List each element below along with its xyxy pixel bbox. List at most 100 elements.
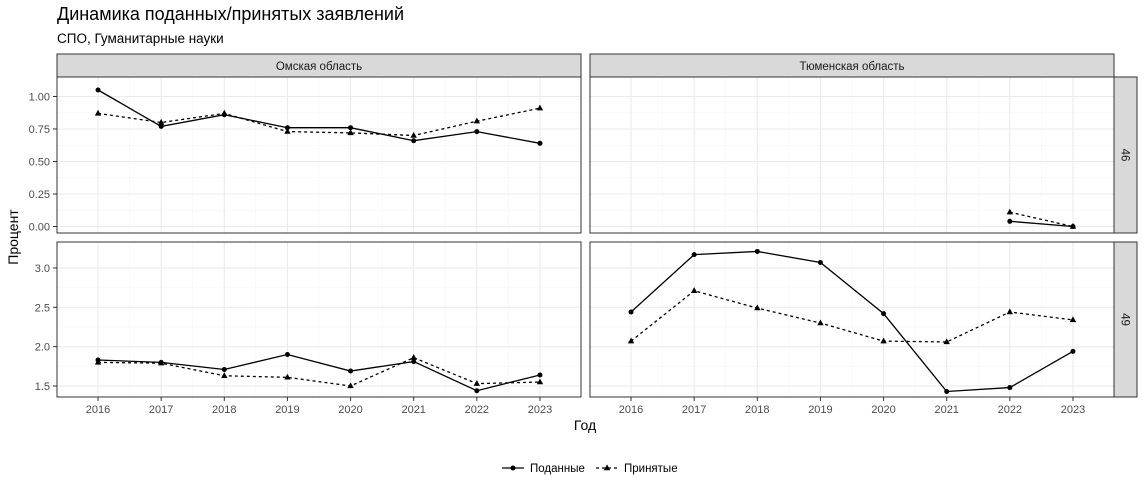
data-point-accepted: [347, 129, 354, 136]
x-tick-label: 2018: [745, 404, 769, 416]
data-point-accepted: [410, 131, 417, 138]
data-point-submitted: [691, 252, 697, 258]
data-point-accepted: [817, 319, 824, 326]
data-point-submitted: [1007, 218, 1013, 224]
x-tick-label: 2023: [528, 404, 552, 416]
x-tick-label: 2016: [619, 404, 643, 416]
data-point-accepted: [157, 118, 165, 125]
data-point-accepted: [473, 117, 481, 124]
data-point-submitted: [628, 309, 634, 315]
chart-subtitle: СПО, Гуманитарные науки: [57, 31, 224, 46]
data-point-accepted: [627, 337, 635, 344]
data-point-accepted: [943, 338, 950, 345]
x-tick-label: 2018: [212, 404, 236, 416]
data-point-accepted: [157, 359, 165, 366]
data-point-submitted: [284, 352, 290, 358]
data-point-accepted: [410, 354, 417, 360]
data-point-accepted: [94, 109, 102, 116]
y-tick-label: 0.25: [29, 189, 50, 201]
data-point-accepted: [221, 109, 228, 116]
data-point-submitted: [474, 129, 480, 135]
data-point-submitted: [1070, 348, 1076, 354]
y-axis-title: Процент: [5, 209, 21, 265]
y-tick-label: 0.75: [29, 124, 50, 136]
facet-strip-label: 46: [1119, 149, 1131, 162]
chart-title: Динамика поданных/принятых заявлений: [57, 4, 404, 24]
data-point-submitted: [474, 388, 480, 394]
x-tick-label: 2021: [401, 404, 425, 416]
y-tick-label: 1.5: [35, 381, 50, 393]
panel-border: [56, 241, 582, 398]
x-tick-label: 2019: [808, 404, 832, 416]
facet-strip-label: Омская область: [276, 61, 362, 73]
series-line-submitted: [98, 353, 541, 392]
x-tick-label: 2016: [86, 404, 110, 416]
facet-strip-label: Тюменская область: [799, 61, 904, 73]
legend-key-marker: [603, 464, 611, 471]
data-point-accepted: [284, 128, 291, 134]
data-point-accepted: [1006, 208, 1014, 215]
series-line-accepted: [1009, 211, 1074, 228]
data-point-submitted: [158, 123, 164, 129]
data-point-accepted: [536, 378, 544, 385]
data-point-accepted: [536, 104, 544, 111]
series-line-accepted: [98, 356, 540, 387]
x-tick-label: 2021: [934, 404, 958, 416]
y-tick-label: 3.0: [35, 263, 50, 275]
data-point-accepted: [690, 287, 698, 293]
data-point-accepted: [1069, 222, 1077, 229]
x-tick-label: 2019: [275, 404, 299, 416]
y-tick-label: 0.00: [29, 222, 50, 234]
data-point-accepted: [754, 304, 761, 311]
x-tick-label: 2022: [998, 404, 1022, 416]
data-point-accepted: [1069, 316, 1077, 323]
data-point-submitted: [348, 368, 354, 374]
legend-label: Принятые: [624, 463, 678, 475]
data-point-accepted: [880, 337, 887, 344]
x-tick-label: 2020: [871, 404, 895, 416]
series-line-accepted: [97, 107, 541, 137]
data-point-submitted: [817, 259, 823, 265]
facet-panel: 0.00 0.25 0.50 0.75 1.00: [29, 76, 582, 234]
data-point-accepted: [473, 380, 481, 386]
data-point-submitted: [537, 140, 543, 146]
data-point-submitted: [348, 125, 354, 131]
x-tick-label: 2017: [149, 404, 173, 416]
series-line-submitted: [97, 89, 541, 144]
y-tick-label: 2.5: [35, 302, 50, 314]
panel-border: [589, 241, 1115, 398]
x-tick-label: 2023: [1061, 404, 1085, 416]
y-tick-label: 0.50: [29, 157, 50, 169]
panel-border: [589, 76, 1115, 234]
x-tick-label: 2022: [465, 404, 489, 416]
data-point-submitted: [944, 388, 950, 394]
data-point-submitted: [537, 372, 543, 378]
data-point-accepted: [221, 372, 228, 378]
data-point-accepted: [347, 382, 354, 389]
data-point-submitted: [221, 366, 227, 372]
series-line-submitted: [1009, 220, 1074, 228]
data-point-accepted: [1006, 308, 1014, 315]
facet-panel: [589, 76, 1115, 234]
x-axis-title: Год: [574, 417, 596, 433]
data-point-submitted: [754, 248, 760, 254]
y-tick-label: 1.00: [29, 92, 50, 104]
data-point-submitted: [881, 311, 887, 317]
data-point-submitted: [411, 138, 417, 144]
panels: Омская область Тюменская область46490.000…: [29, 53, 1138, 416]
series-line-submitted: [630, 250, 1074, 393]
facet-strip-label: 49: [1119, 313, 1131, 326]
series-line-accepted: [630, 290, 1074, 343]
data-point-submitted: [411, 359, 417, 365]
legend: Поданные Принятые: [502, 463, 678, 475]
data-point-submitted: [284, 125, 290, 131]
legend-key-marker: [510, 465, 516, 471]
panel-border: [56, 76, 582, 234]
data-point-accepted: [284, 373, 291, 380]
data-point-accepted: [94, 358, 102, 365]
facet-panel: 2016 2017 2018 2019 2020 2021 2022 2023: [589, 241, 1115, 416]
x-tick-label: 2017: [682, 404, 706, 416]
y-tick-label: 2.0: [35, 342, 50, 354]
data-point-submitted: [95, 87, 101, 93]
